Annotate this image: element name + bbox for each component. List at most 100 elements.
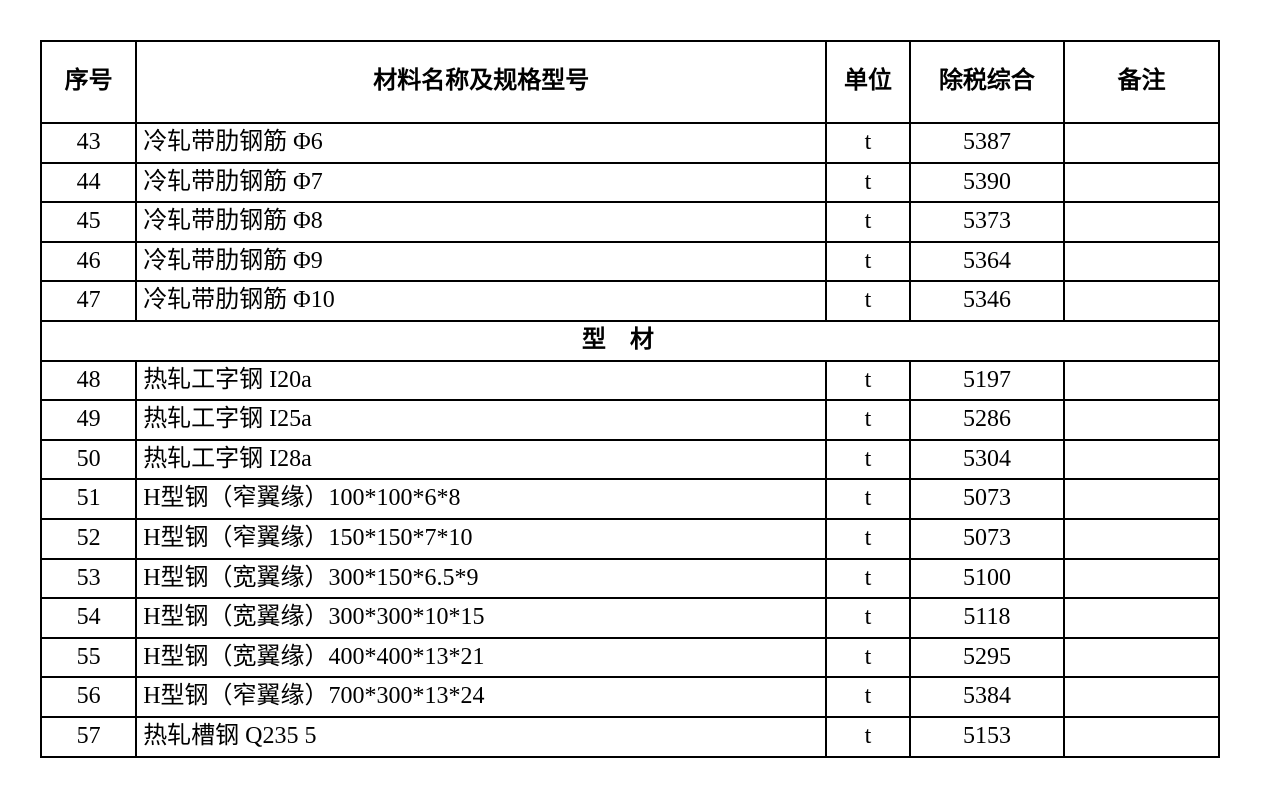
cell-note bbox=[1064, 598, 1219, 638]
cell-unit: t bbox=[826, 677, 909, 717]
cell-note bbox=[1064, 400, 1219, 440]
cell-price: 5073 bbox=[910, 479, 1065, 519]
cell-price: 5304 bbox=[910, 440, 1065, 480]
table-row: 48热轧工字钢 I20at5197 bbox=[41, 361, 1219, 401]
col-header-price: 除税综合 bbox=[910, 41, 1065, 123]
cell-name: H型钢（窄翼缘）700*300*13*24 bbox=[136, 677, 826, 717]
cell-note bbox=[1064, 519, 1219, 559]
cell-seq: 43 bbox=[41, 123, 136, 163]
cell-note bbox=[1064, 281, 1219, 321]
cell-name: 冷轧带肋钢筋 Φ7 bbox=[136, 163, 826, 203]
cell-name: 热轧工字钢 I28a bbox=[136, 440, 826, 480]
cell-price: 5286 bbox=[910, 400, 1065, 440]
cell-price: 5073 bbox=[910, 519, 1065, 559]
materials-price-table: 序号 材料名称及规格型号 单位 除税综合 备注 43冷轧带肋钢筋 Φ6t5387… bbox=[40, 40, 1220, 758]
cell-unit: t bbox=[826, 123, 909, 163]
cell-note bbox=[1064, 242, 1219, 282]
cell-price: 5390 bbox=[910, 163, 1065, 203]
cell-price: 5295 bbox=[910, 638, 1065, 678]
cell-note bbox=[1064, 123, 1219, 163]
cell-note bbox=[1064, 717, 1219, 757]
cell-note bbox=[1064, 559, 1219, 599]
cell-unit: t bbox=[826, 242, 909, 282]
col-header-note: 备注 bbox=[1064, 41, 1219, 123]
col-header-seq: 序号 bbox=[41, 41, 136, 123]
table-row: 51H型钢（窄翼缘）100*100*6*8t5073 bbox=[41, 479, 1219, 519]
table-row: 55H型钢（宽翼缘）400*400*13*21t5295 bbox=[41, 638, 1219, 678]
cell-seq: 46 bbox=[41, 242, 136, 282]
cell-seq: 49 bbox=[41, 400, 136, 440]
cell-note bbox=[1064, 361, 1219, 401]
table-row: 46冷轧带肋钢筋 Φ9t5364 bbox=[41, 242, 1219, 282]
cell-unit: t bbox=[826, 163, 909, 203]
table-row: 52H型钢（窄翼缘）150*150*7*10t5073 bbox=[41, 519, 1219, 559]
col-header-name: 材料名称及规格型号 bbox=[136, 41, 826, 123]
cell-seq: 56 bbox=[41, 677, 136, 717]
table-row: 43冷轧带肋钢筋 Φ6t5387 bbox=[41, 123, 1219, 163]
cell-unit: t bbox=[826, 440, 909, 480]
cell-price: 5197 bbox=[910, 361, 1065, 401]
cell-unit: t bbox=[826, 638, 909, 678]
cell-seq: 50 bbox=[41, 440, 136, 480]
table-body: 43冷轧带肋钢筋 Φ6t538744冷轧带肋钢筋 Φ7t539045冷轧带肋钢筋… bbox=[41, 123, 1219, 757]
cell-note bbox=[1064, 202, 1219, 242]
cell-price: 5100 bbox=[910, 559, 1065, 599]
cell-name: 热轧工字钢 I20a bbox=[136, 361, 826, 401]
cell-price: 5364 bbox=[910, 242, 1065, 282]
cell-seq: 53 bbox=[41, 559, 136, 599]
cell-name: 冷轧带肋钢筋 Φ10 bbox=[136, 281, 826, 321]
cell-name: H型钢（宽翼缘）400*400*13*21 bbox=[136, 638, 826, 678]
cell-price: 5387 bbox=[910, 123, 1065, 163]
table-row: 53H型钢（宽翼缘）300*150*6.5*9t5100 bbox=[41, 559, 1219, 599]
table-row: 47冷轧带肋钢筋 Φ10t5346 bbox=[41, 281, 1219, 321]
table-row: 54H型钢（宽翼缘）300*300*10*15t5118 bbox=[41, 598, 1219, 638]
cell-unit: t bbox=[826, 717, 909, 757]
cell-unit: t bbox=[826, 202, 909, 242]
cell-name: H型钢（宽翼缘）300*150*6.5*9 bbox=[136, 559, 826, 599]
cell-name: H型钢（窄翼缘）150*150*7*10 bbox=[136, 519, 826, 559]
cell-seq: 45 bbox=[41, 202, 136, 242]
table-row: 45冷轧带肋钢筋 Φ8t5373 bbox=[41, 202, 1219, 242]
cell-seq: 57 bbox=[41, 717, 136, 757]
cell-name: 热轧槽钢 Q235 5 bbox=[136, 717, 826, 757]
cell-note bbox=[1064, 677, 1219, 717]
table-row: 57热轧槽钢 Q235 5t5153 bbox=[41, 717, 1219, 757]
section-title: 型材 bbox=[41, 321, 1219, 361]
cell-seq: 52 bbox=[41, 519, 136, 559]
cell-name: H型钢（宽翼缘）300*300*10*15 bbox=[136, 598, 826, 638]
cell-unit: t bbox=[826, 479, 909, 519]
cell-seq: 54 bbox=[41, 598, 136, 638]
cell-price: 5373 bbox=[910, 202, 1065, 242]
cell-name: 热轧工字钢 I25a bbox=[136, 400, 826, 440]
cell-name: 冷轧带肋钢筋 Φ8 bbox=[136, 202, 826, 242]
table-row: 44冷轧带肋钢筋 Φ7t5390 bbox=[41, 163, 1219, 203]
cell-unit: t bbox=[826, 519, 909, 559]
cell-note bbox=[1064, 479, 1219, 519]
table-row: 50热轧工字钢 I28at5304 bbox=[41, 440, 1219, 480]
table-row: 56H型钢（窄翼缘）700*300*13*24t5384 bbox=[41, 677, 1219, 717]
cell-seq: 44 bbox=[41, 163, 136, 203]
cell-price: 5346 bbox=[910, 281, 1065, 321]
cell-name: 冷轧带肋钢筋 Φ6 bbox=[136, 123, 826, 163]
table-header-row: 序号 材料名称及规格型号 单位 除税综合 备注 bbox=[41, 41, 1219, 123]
cell-name: H型钢（窄翼缘）100*100*6*8 bbox=[136, 479, 826, 519]
table-row: 49热轧工字钢 I25at5286 bbox=[41, 400, 1219, 440]
cell-seq: 51 bbox=[41, 479, 136, 519]
cell-name: 冷轧带肋钢筋 Φ9 bbox=[136, 242, 826, 282]
cell-seq: 55 bbox=[41, 638, 136, 678]
cell-seq: 47 bbox=[41, 281, 136, 321]
col-header-unit: 单位 bbox=[826, 41, 909, 123]
cell-note bbox=[1064, 638, 1219, 678]
section-row: 型材 bbox=[41, 321, 1219, 361]
cell-unit: t bbox=[826, 559, 909, 599]
cell-price: 5384 bbox=[910, 677, 1065, 717]
cell-note bbox=[1064, 163, 1219, 203]
cell-unit: t bbox=[826, 361, 909, 401]
cell-unit: t bbox=[826, 281, 909, 321]
cell-price: 5118 bbox=[910, 598, 1065, 638]
cell-note bbox=[1064, 440, 1219, 480]
cell-unit: t bbox=[826, 598, 909, 638]
cell-price: 5153 bbox=[910, 717, 1065, 757]
cell-seq: 48 bbox=[41, 361, 136, 401]
cell-unit: t bbox=[826, 400, 909, 440]
